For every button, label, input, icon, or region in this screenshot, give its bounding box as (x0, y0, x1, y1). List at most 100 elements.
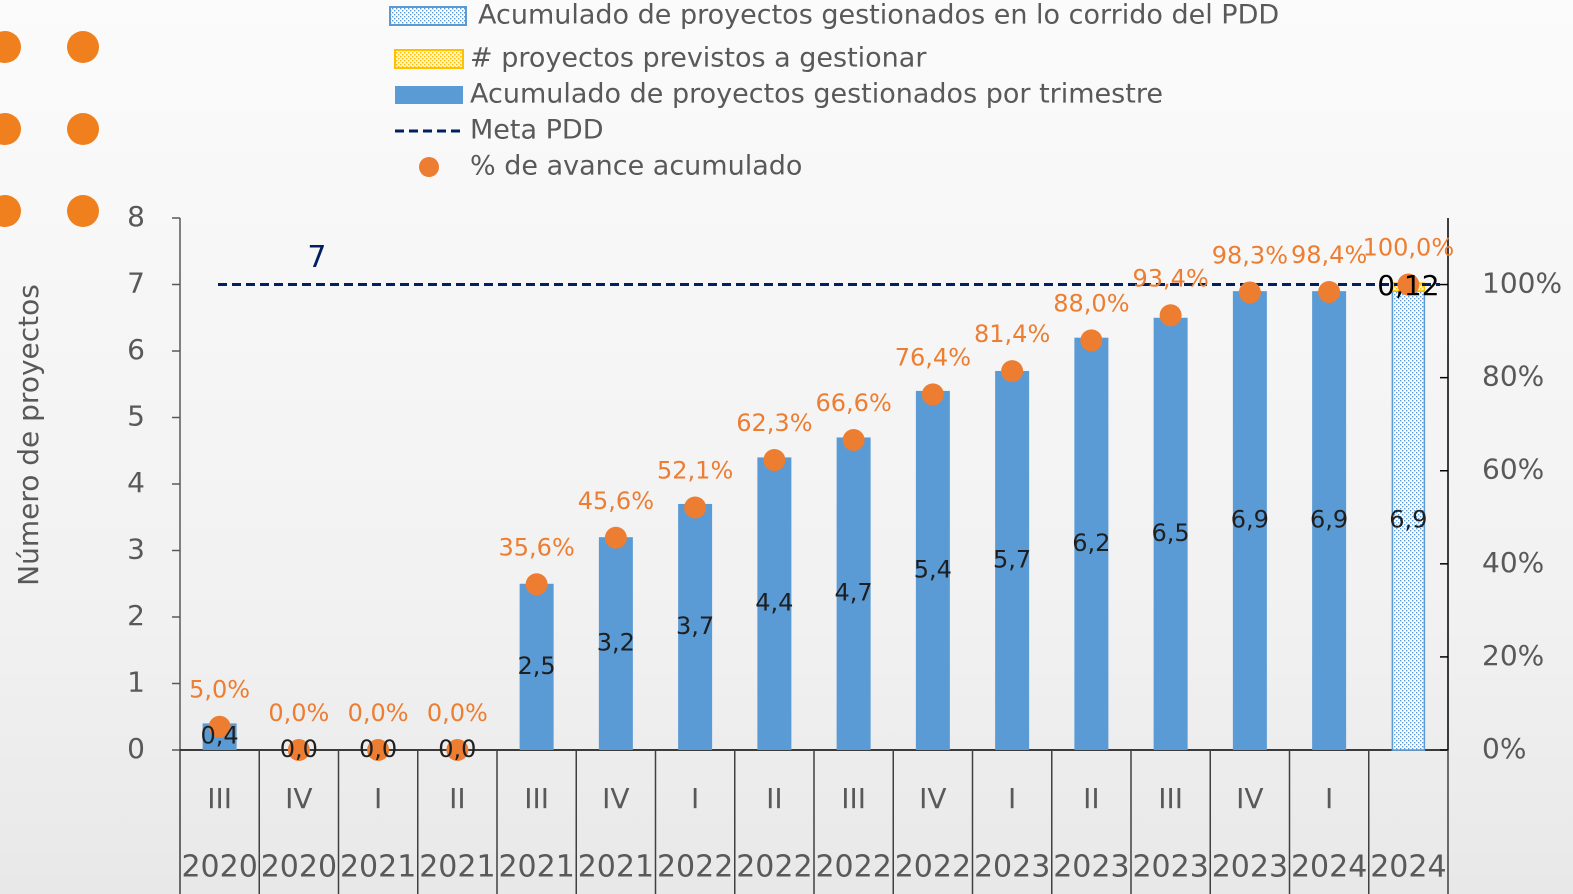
x-tick-label: IV (602, 782, 629, 815)
x-tick-label: I (374, 782, 382, 815)
data-label: 4,7 (835, 579, 873, 607)
x-tick-label: 2021 (578, 850, 654, 885)
y-axis-title: Número de proyectos (12, 284, 45, 586)
bar (598, 537, 633, 750)
bar (1232, 291, 1267, 750)
x-tick-label: 2021 (498, 850, 574, 885)
data-label: 0,0% (268, 699, 329, 727)
x-tick-label: IV (1236, 782, 1263, 815)
data-label: 0,0% (348, 699, 409, 727)
y-tick-label: 0 (127, 732, 145, 765)
point (604, 526, 627, 549)
x-tick-label: I (1008, 782, 1016, 815)
data-label: 0,0 (438, 735, 476, 763)
y-tick-label: 7 (127, 267, 145, 300)
point (208, 715, 231, 738)
x-tick-label: III (1158, 782, 1183, 815)
data-label: 3,7 (676, 612, 714, 640)
y2-tick-label: 40% (1482, 546, 1544, 579)
x-tick-label: 2022 (657, 850, 733, 885)
bar (915, 390, 950, 750)
bar (1153, 317, 1188, 750)
x-tick-label: 2023 (974, 850, 1050, 885)
data-label: 100,0% (1363, 234, 1455, 262)
data-label: 76,4% (895, 343, 971, 371)
point (287, 739, 310, 761)
data-label: 45,6% (578, 487, 654, 515)
decoration (0, 31, 99, 227)
legend-label: # proyectos previstos a gestionar (470, 43, 927, 74)
data-label: 0,0 (359, 735, 397, 763)
data-label: 93,4% (1133, 264, 1209, 292)
x-tick-label: III (524, 782, 549, 815)
data-label: 6,9 (1389, 506, 1427, 534)
x-tick-label: IV (919, 782, 946, 815)
legend-swatch (419, 157, 439, 177)
data-label: 0,4 (201, 722, 239, 750)
data-label: 5,0% (189, 676, 250, 704)
x-tick-label: II (1083, 782, 1100, 815)
data-label: 35,6% (499, 533, 575, 561)
x-tick-label: 2021 (340, 850, 416, 885)
y2-tick-label: 20% (1482, 639, 1544, 672)
x-tick-label: II (449, 782, 466, 815)
x-tick-label: I (691, 782, 699, 815)
x-tick-label: 2020 (181, 850, 257, 885)
legend-swatch (389, 6, 467, 26)
x-tick-label: 2023 (1053, 850, 1129, 885)
data-label: 6,2 (1072, 529, 1110, 557)
bar (836, 437, 871, 750)
data-label: 4,4 (755, 589, 793, 617)
point (1397, 273, 1420, 296)
target-label: 7 (307, 240, 326, 275)
x-tick-label: I (1325, 782, 1333, 815)
data-label: 52,1% (657, 457, 733, 485)
x-tick-label: III (841, 782, 866, 815)
data-label: 6,9 (1231, 506, 1269, 534)
data-label: 5,7 (993, 545, 1031, 573)
point (1318, 281, 1341, 304)
data-label: 98,4% (1291, 241, 1367, 269)
data-label: 98,3% (1212, 241, 1288, 269)
y-tick-label: 8 (127, 200, 145, 233)
data-label: 88,0% (1053, 289, 1129, 317)
data-label: 6,9 (1310, 506, 1348, 534)
point (921, 383, 944, 406)
bar (1312, 291, 1347, 750)
y2-tick-label: 80% (1482, 360, 1544, 393)
x-tick-label: 2020 (261, 850, 337, 885)
bar (1391, 290, 1426, 751)
bar (757, 457, 792, 750)
x-tick-label: 2023 (1132, 850, 1208, 885)
point (684, 496, 707, 519)
legend-swatch (395, 86, 463, 104)
data-label: 5,4 (914, 555, 952, 583)
legend-label: Acumulado de proyectos gestionados en lo… (478, 0, 1279, 31)
y-tick-label: 4 (127, 466, 145, 499)
data-label: 6,5 (1152, 519, 1190, 547)
point (1001, 360, 1024, 383)
data-label: 81,4% (974, 320, 1050, 348)
y-tick-label: 2 (127, 599, 145, 632)
x-tick-label: 2022 (895, 850, 971, 885)
y2-tick-label: 60% (1482, 453, 1544, 486)
x-tick-label: IV (285, 782, 312, 815)
point (1080, 329, 1103, 352)
y-tick-label: 5 (127, 400, 145, 433)
data-label: 0,0 (280, 735, 318, 763)
y-tick-label: 6 (127, 333, 145, 366)
x-tick-label: III (207, 782, 232, 815)
data-label: 66,6% (816, 389, 892, 417)
legend-label: % de avance acumulado (470, 151, 802, 182)
y2-tick-label: 0% (1482, 732, 1526, 765)
x-tick-label: 2021 (419, 850, 495, 885)
legend-label: Meta PDD (470, 115, 603, 146)
x-tick-label: 2023 (1212, 850, 1288, 885)
data-label: 62,3% (736, 409, 812, 437)
data-label: 0,12 (1377, 269, 1439, 302)
x-tick-label: 2024 (1370, 850, 1446, 885)
legend-label: Acumulado de proyectos gestionados por t… (470, 79, 1163, 110)
x-tick-label: 2024 (1291, 850, 1367, 885)
x-tick-label: II (766, 782, 783, 815)
